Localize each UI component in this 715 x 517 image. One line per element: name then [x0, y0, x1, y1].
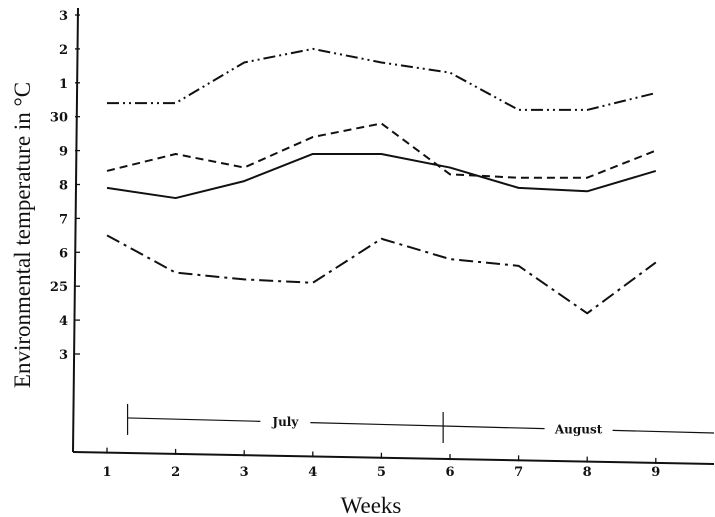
x-tick-label: 7 — [514, 465, 523, 480]
y-tick-label: 3 — [59, 348, 68, 363]
x-tick-label: 1 — [102, 465, 111, 480]
x-tick-label: 2 — [171, 465, 180, 480]
month-span-line — [127, 417, 261, 422]
x-tick-label: 9 — [651, 465, 660, 480]
series-line-dash-dot-dot — [107, 47, 657, 111]
x-axis — [72, 451, 715, 465]
y-tick-label: 2 — [59, 43, 68, 58]
y-tick-label: 30 — [50, 111, 68, 126]
series-line-dashed — [106, 122, 657, 179]
month-span-line — [612, 429, 715, 434]
x-axis-ticks: 1 2 3 4 5 6 7 8 9 — [102, 447, 660, 480]
y-tick-label: 9 — [59, 145, 68, 160]
y-axis — [72, 7, 79, 453]
month-span-line — [310, 422, 444, 427]
y-axis-title: Environmental temperature in °C — [10, 82, 35, 388]
y-tick-label: 8 — [59, 179, 68, 194]
month-span-line — [443, 425, 545, 430]
x-axis-title: Weeks — [341, 493, 402, 517]
x-tick-label: 8 — [583, 465, 592, 480]
data-series — [106, 47, 657, 315]
y-tick-label: 1 — [59, 77, 68, 92]
y-axis-ticks: 3 4 25 6 7 8 9 30 1 2 3 — [50, 9, 80, 363]
series-line-dash-dot — [106, 234, 657, 315]
y-tick-label: 3 — [59, 9, 68, 24]
month-label: August — [554, 423, 603, 437]
y-tick-label: 7 — [59, 212, 68, 227]
x-tick-label: 6 — [445, 465, 454, 480]
x-tick-label: 4 — [308, 465, 317, 480]
y-tick-label: 6 — [59, 246, 68, 261]
month-label: July — [271, 415, 299, 429]
x-tick-label: 3 — [240, 465, 249, 480]
series-line-solid — [106, 152, 657, 200]
x-tick-label: 5 — [377, 465, 386, 480]
month-band: July August — [126, 403, 715, 444]
y-tick-label: 4 — [59, 314, 68, 329]
y-tick-label: 25 — [50, 280, 68, 295]
